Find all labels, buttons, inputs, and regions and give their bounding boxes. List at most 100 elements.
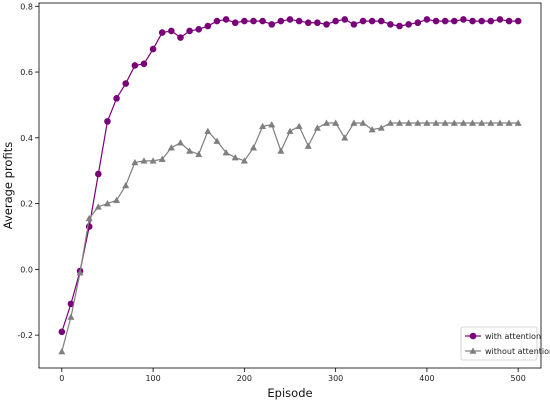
x-tick-label: 0 [59, 374, 64, 383]
data-point [514, 119, 522, 126]
series-layer [58, 16, 522, 355]
x-tick-label: 200 [237, 374, 252, 383]
data-point [167, 144, 175, 151]
data-point [176, 139, 185, 146]
data-point [304, 19, 312, 27]
y-tick-label: -0.2 [17, 331, 33, 340]
data-point [250, 17, 257, 25]
data-point [259, 17, 266, 25]
data-point [496, 119, 504, 126]
data-point [168, 27, 175, 35]
data-point [377, 17, 385, 25]
data-point [323, 21, 330, 28]
data-point [350, 119, 358, 126]
data-point [295, 122, 303, 130]
data-point [122, 80, 130, 87]
data-point [94, 203, 102, 210]
data-point [95, 170, 102, 178]
data-point [222, 149, 230, 156]
data-point [341, 16, 349, 23]
data-point [295, 17, 303, 25]
data-point [478, 119, 486, 126]
data-point [505, 119, 513, 126]
data-point [432, 119, 440, 126]
y-axis-label: Average profits [1, 142, 15, 229]
data-point [423, 16, 431, 23]
data-point [104, 118, 111, 125]
data-point [177, 34, 184, 41]
data-point [277, 17, 285, 25]
data-point [313, 124, 321, 131]
data-point [368, 17, 376, 25]
x-tick-label: 300 [328, 374, 343, 383]
y-tick-label: 0.6 [20, 68, 33, 77]
data-point [113, 196, 121, 204]
data-point [387, 21, 394, 28]
data-point [213, 17, 221, 25]
data-point [514, 17, 522, 25]
legend-item: without attention [465, 347, 550, 356]
data-point [350, 21, 358, 28]
data-point [286, 16, 294, 23]
data-point [231, 19, 239, 27]
data-point [140, 157, 148, 164]
data-point [103, 199, 111, 207]
data-point [76, 269, 84, 276]
legend-swatch-marker [469, 332, 477, 340]
plot-area [38, 2, 542, 369]
data-point [414, 19, 422, 27]
data-point [222, 16, 230, 23]
data-point [259, 122, 267, 130]
data-point [314, 19, 321, 27]
legend-item: with attention [465, 332, 541, 341]
series-line [61, 18, 519, 333]
data-point [268, 21, 276, 28]
y-tick-label: 0.0 [20, 265, 33, 274]
x-axis: 0 100 200 300 400 500 [59, 368, 526, 383]
series-1 [58, 16, 522, 336]
data-point [240, 157, 248, 164]
x-tick-label: 100 [145, 374, 160, 383]
x-tick-label: 500 [511, 374, 526, 383]
data-point [332, 119, 340, 126]
data-point [450, 17, 458, 25]
data-point [396, 22, 403, 30]
data-point [195, 150, 203, 158]
data-point [304, 142, 312, 149]
data-point [277, 147, 285, 154]
data-point [122, 181, 130, 189]
data-point [368, 125, 376, 133]
x-axis-label: Episode [267, 386, 312, 400]
data-point [505, 17, 513, 25]
data-point [359, 119, 367, 126]
data-point [341, 134, 349, 141]
data-point [469, 119, 477, 126]
data-point [113, 95, 120, 102]
data-point [186, 147, 194, 154]
data-point [487, 17, 495, 25]
data-point [204, 127, 212, 135]
series-line [61, 122, 519, 352]
data-point [85, 214, 93, 222]
data-point [359, 17, 367, 25]
data-point [58, 328, 66, 336]
y-tick-label: 0.2 [20, 200, 33, 209]
data-point [131, 62, 139, 69]
data-point [496, 16, 504, 23]
data-point [377, 124, 385, 131]
data-point [450, 119, 458, 126]
data-point [487, 119, 495, 126]
data-point [131, 158, 139, 166]
data-point [249, 144, 258, 151]
legend-label: without attention [485, 347, 550, 356]
data-point [322, 119, 331, 126]
data-point [231, 153, 239, 161]
legend-label: with attention [485, 332, 541, 341]
data-point [158, 29, 166, 36]
data-point [186, 27, 193, 35]
data-point [140, 60, 148, 68]
data-point [213, 137, 221, 144]
data-point [432, 17, 440, 25]
data-point [423, 119, 431, 126]
